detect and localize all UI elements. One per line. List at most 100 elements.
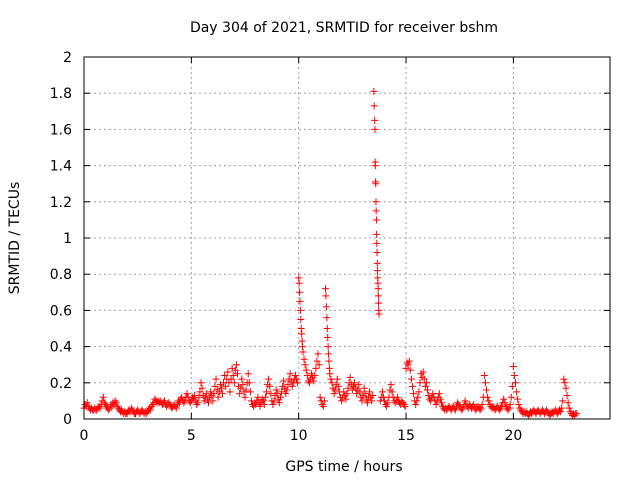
data-point [546, 411, 554, 419]
data-point [371, 125, 379, 133]
data-point [118, 406, 126, 414]
data-point [258, 395, 266, 403]
data-point [254, 393, 262, 401]
data-point [242, 386, 250, 394]
data-point [436, 395, 444, 403]
chart-title: Day 304 of 2021, SRMTID for receiver bsh… [190, 20, 498, 36]
data-point [510, 372, 518, 380]
y-tick-label: 0.6 [50, 303, 72, 319]
data-point [296, 288, 304, 296]
y-tick-label: 0.2 [50, 376, 72, 392]
data-point [165, 399, 173, 407]
data-point [560, 375, 568, 383]
data-point [516, 404, 524, 412]
data-point [282, 390, 290, 398]
data-point [553, 410, 561, 418]
data-point [301, 361, 309, 369]
data-point [227, 375, 235, 383]
data-point [481, 379, 489, 387]
data-point [197, 379, 205, 387]
data-point [228, 364, 236, 372]
data-point [558, 404, 566, 412]
grid-lines [84, 57, 610, 419]
data-point [143, 408, 151, 416]
data-point [195, 393, 203, 401]
data-point [486, 401, 494, 409]
data-point [218, 390, 226, 398]
data-point [413, 397, 421, 405]
data-point [454, 399, 462, 407]
data-point [371, 162, 379, 170]
data-point [366, 388, 374, 396]
data-point [278, 388, 286, 396]
data-point [373, 230, 381, 238]
data-point [351, 379, 359, 387]
data-point [180, 399, 188, 407]
data-point [509, 363, 517, 371]
data-point [373, 239, 381, 247]
data-point [400, 401, 408, 409]
data-point [127, 404, 135, 412]
data-point [424, 386, 432, 394]
data-point [557, 408, 565, 416]
data-point [323, 325, 331, 332]
data-point [416, 379, 424, 387]
data-point [505, 404, 513, 412]
data-point [327, 375, 335, 383]
data-point [338, 397, 346, 405]
data-point [216, 381, 224, 389]
data-point [363, 399, 371, 407]
data-point [410, 390, 418, 398]
data-point [378, 388, 386, 396]
data-point [283, 386, 291, 394]
data-point [415, 388, 423, 396]
data-point [308, 370, 316, 378]
data-point [356, 388, 364, 396]
y-tick-label: 1.8 [50, 86, 72, 102]
data-point [272, 386, 280, 394]
data-point [320, 397, 328, 405]
data-point [507, 393, 515, 401]
data-point [368, 397, 376, 405]
data-point [420, 375, 428, 383]
data-point [273, 390, 281, 398]
data-point [114, 404, 122, 412]
data-point [234, 370, 242, 378]
data-point [295, 279, 303, 287]
data-point [372, 180, 380, 188]
data-point [105, 406, 113, 414]
data-point [470, 401, 478, 409]
data-point [93, 406, 101, 414]
data-point [373, 267, 381, 275]
data-point [515, 401, 523, 409]
data-point [231, 366, 239, 374]
data-point [291, 372, 299, 380]
data-point [419, 368, 427, 376]
data-point [267, 390, 275, 398]
data-point [502, 402, 510, 410]
data-point [200, 397, 208, 405]
data-point [384, 399, 392, 407]
y-tick-label: 0 [63, 412, 72, 428]
data-point [322, 303, 330, 311]
data-point [476, 406, 484, 414]
data-point [474, 402, 482, 410]
data-point [343, 390, 351, 398]
data-point [297, 315, 305, 323]
data-point [340, 388, 348, 396]
data-point [322, 285, 330, 293]
data-point [514, 395, 522, 403]
data-point [566, 408, 574, 416]
data-point [408, 382, 416, 390]
data-point [324, 334, 332, 342]
data-point [298, 330, 306, 338]
data-point [495, 406, 503, 414]
data-point [373, 259, 381, 267]
data-point [508, 382, 516, 390]
data-point [226, 388, 234, 396]
data-point [398, 397, 406, 405]
data-point [393, 393, 401, 401]
data-point [239, 381, 247, 389]
data-point [543, 406, 551, 414]
data-point [148, 402, 156, 410]
